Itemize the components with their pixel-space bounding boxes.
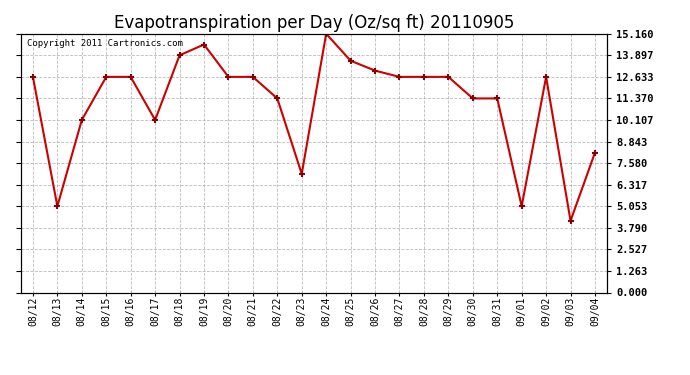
Title: Evapotranspiration per Day (Oz/sq ft) 20110905: Evapotranspiration per Day (Oz/sq ft) 20… bbox=[114, 14, 514, 32]
Text: Copyright 2011 Cartronics.com: Copyright 2011 Cartronics.com bbox=[26, 39, 182, 48]
